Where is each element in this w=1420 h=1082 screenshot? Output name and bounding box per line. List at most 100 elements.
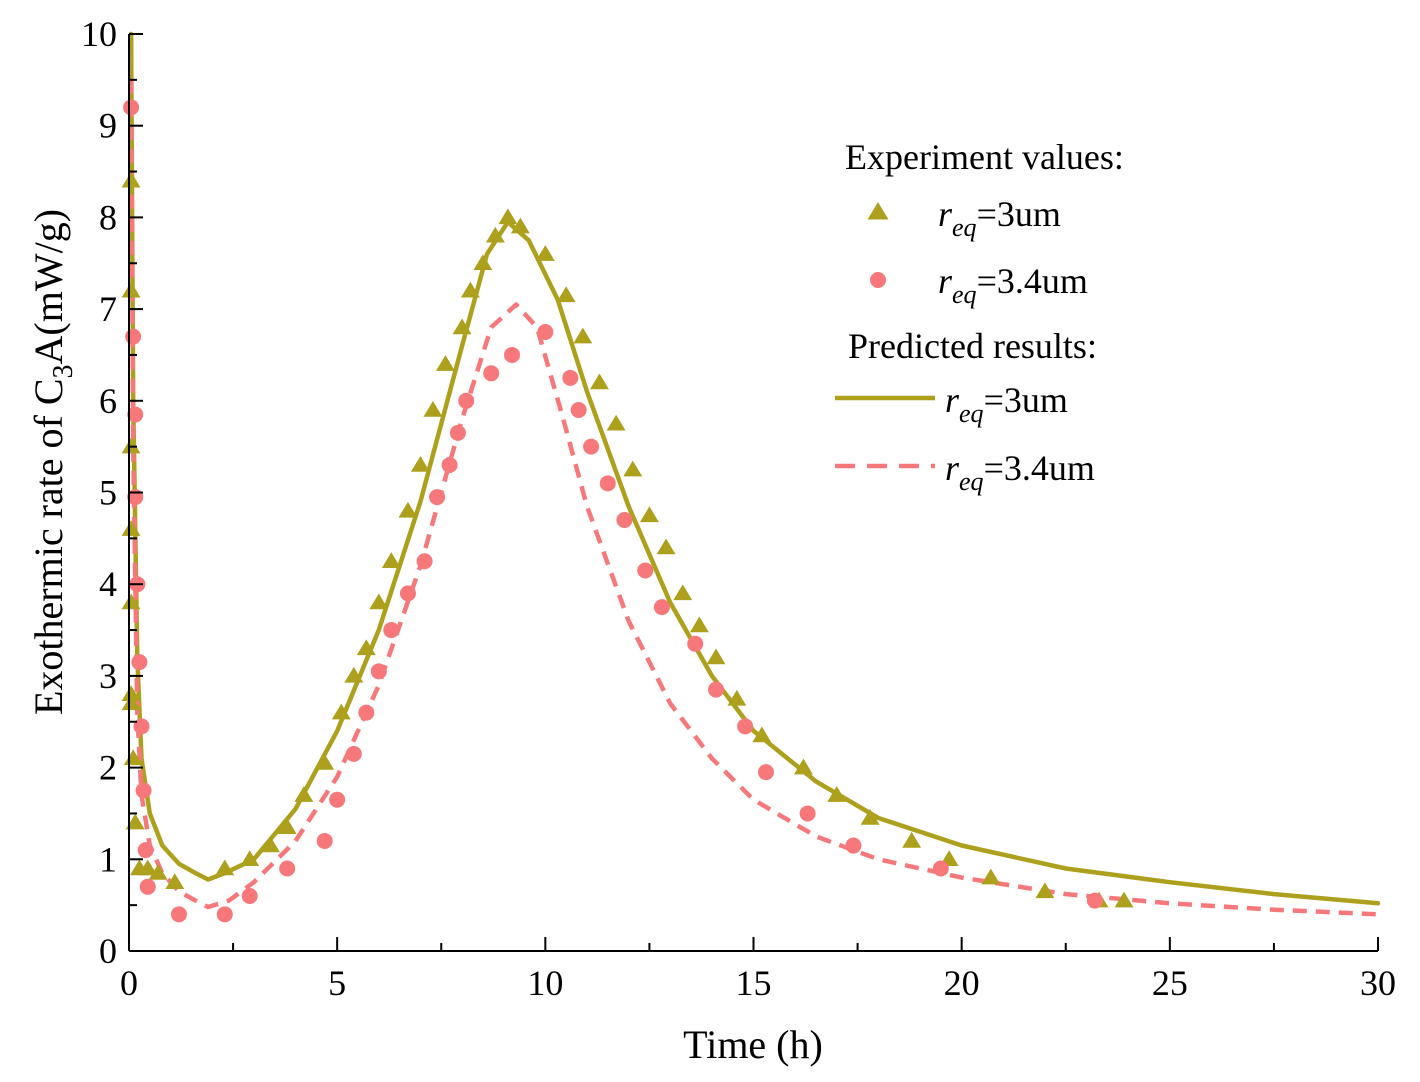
legend-label-symbol: r xyxy=(938,261,953,301)
experiment-point-r3 xyxy=(794,758,813,775)
experiment-point-r3 xyxy=(121,171,141,188)
experiment-point-r34 xyxy=(449,424,466,441)
y-tick-label: 8 xyxy=(99,197,117,237)
experiment-point-r3 xyxy=(590,373,609,390)
x-ticks: 0 5 10 15 20 25 30 xyxy=(120,937,1396,1003)
legend-label-exp-r3: req=3um xyxy=(938,194,1061,242)
experiment-point-r3 xyxy=(121,437,141,454)
experiment-point-r34 xyxy=(708,681,725,698)
legend-label-pred-r3: req=3um xyxy=(945,380,1068,428)
experiment-point-r34 xyxy=(583,438,600,455)
experiment-point-r3 xyxy=(121,685,141,701)
legend-label-subscript: eq xyxy=(952,280,977,309)
experiment-point-r34 xyxy=(279,860,296,877)
experiment-point-r34 xyxy=(429,489,446,506)
predicted-series-r34-line xyxy=(128,79,1379,917)
experiment-point-r3 xyxy=(556,286,576,303)
experiment-point-r3 xyxy=(398,501,418,518)
experiment-point-r3 xyxy=(1114,891,1134,908)
experiment-point-r3 xyxy=(356,639,376,656)
experiment-point-r3 xyxy=(215,859,235,876)
experiment-point-r34 xyxy=(799,805,816,822)
experiment-point-r34 xyxy=(329,791,346,808)
experiment-point-r34 xyxy=(241,887,258,904)
experiment-point-r34 xyxy=(399,585,416,602)
experiment-point-r34 xyxy=(345,745,362,762)
experiment-point-r3 xyxy=(121,593,141,610)
experiment-point-r3 xyxy=(410,455,430,472)
experiment-point-r3 xyxy=(473,254,493,270)
x-tick-label: 10 xyxy=(527,963,563,1003)
axes: 0 5 10 15 20 25 30 0 1 2 3 4 5 6 7 8 9 10 xyxy=(81,14,1396,1003)
experiment-point-r3 xyxy=(706,648,726,665)
experiment-point-r3 xyxy=(656,538,676,555)
experiment-point-r34 xyxy=(737,718,754,735)
y-tick-label: 7 xyxy=(99,289,117,329)
experiment-point-r34 xyxy=(216,906,233,923)
experiment-point-r34 xyxy=(316,832,333,849)
experiment-point-r3 xyxy=(125,813,145,830)
experiment-series-r3 xyxy=(121,171,1134,908)
experiment-point-r3 xyxy=(485,226,505,243)
x-tick-label: 15 xyxy=(736,963,772,1003)
experiment-point-r34 xyxy=(133,718,150,735)
experiment-point-r34 xyxy=(127,406,144,423)
legend-marker-triangle xyxy=(867,202,889,220)
y-tick-label: 1 xyxy=(99,839,117,879)
experiment-point-r34 xyxy=(562,369,579,386)
experiment-point-r34 xyxy=(504,346,521,363)
legend-label-rest: =3.4um xyxy=(984,448,1095,488)
y-tick-label: 2 xyxy=(99,748,117,788)
experiment-point-r3 xyxy=(902,831,922,848)
experiment-point-r34 xyxy=(170,906,187,923)
experiment-point-r3 xyxy=(639,506,659,523)
experiment-point-r3 xyxy=(727,689,747,706)
x-tick-label: 25 xyxy=(1152,963,1188,1003)
y-tick-label: 3 xyxy=(99,656,117,696)
experiment-point-r3 xyxy=(261,836,281,853)
experiment-point-r3 xyxy=(860,809,880,825)
experiment-point-r3 xyxy=(689,616,709,633)
experiment-point-r3 xyxy=(573,327,593,344)
experiment-point-r3 xyxy=(240,850,260,867)
experiment-point-r34 xyxy=(123,99,140,116)
experiment-point-r3 xyxy=(369,593,389,610)
experiment-point-r3 xyxy=(344,666,364,683)
experiment-point-r3 xyxy=(294,786,314,802)
experiment-point-r34 xyxy=(358,704,375,721)
y-axis-title-subscript: 3 xyxy=(48,364,79,378)
experiment-point-r34 xyxy=(139,878,156,895)
experiment-point-r3 xyxy=(331,703,351,720)
legend-label-exp-r34: req=3.4um xyxy=(938,261,1088,309)
y-tick-label: 6 xyxy=(99,381,117,421)
experiment-point-r34 xyxy=(137,842,154,859)
experiment-point-r3 xyxy=(121,694,141,711)
legend-heading-experiment: Experiment values: xyxy=(845,137,1124,177)
experiment-point-r34 xyxy=(653,599,670,616)
legend-marker-circle xyxy=(870,272,886,288)
experiment-point-r3 xyxy=(460,281,480,298)
legend-label-subscript: eq xyxy=(959,399,984,428)
experiment-point-r34 xyxy=(687,635,704,652)
experiment-point-r3 xyxy=(752,726,772,743)
y-tick-label: 4 xyxy=(99,564,117,604)
experiment-point-r3 xyxy=(121,281,141,298)
experiment-point-r3 xyxy=(535,245,555,261)
experiment-point-r3 xyxy=(510,217,530,234)
experiment-point-r34 xyxy=(932,860,949,877)
experiment-point-r34 xyxy=(370,663,387,680)
experiment-point-r34 xyxy=(125,328,142,345)
experiment-point-r3 xyxy=(165,873,185,889)
experiment-point-r34 xyxy=(845,837,862,854)
experiment-point-r3 xyxy=(1035,882,1055,899)
experiment-point-r34 xyxy=(537,324,554,341)
experiment-point-r34 xyxy=(570,401,587,418)
experiment-point-r3 xyxy=(498,208,518,225)
experiment-point-r34 xyxy=(637,562,654,579)
experiment-point-r3 xyxy=(435,355,455,371)
legend-label-rest: =3um xyxy=(977,194,1061,234)
legend-label-symbol: r xyxy=(945,448,960,488)
legend-label-subscript: eq xyxy=(959,467,984,496)
experiment-point-r34 xyxy=(458,392,475,409)
